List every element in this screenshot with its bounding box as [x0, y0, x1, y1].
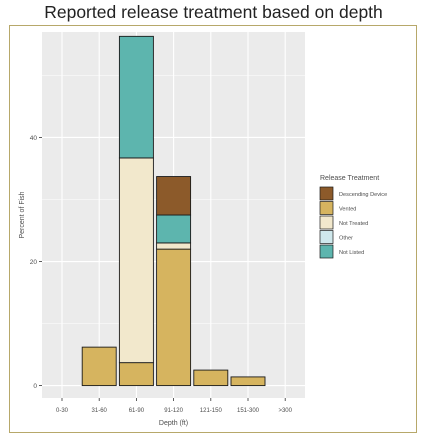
legend-swatch-other [319, 230, 334, 244]
y-tick-label: 20 [30, 259, 38, 266]
bar-segment-vented [193, 369, 229, 387]
x-axis-label: Depth (ft) [159, 420, 188, 427]
x-tick-label: 31-60 [92, 408, 108, 414]
bar-segment-vented [156, 248, 192, 387]
bar-segment-descending-device [156, 176, 192, 216]
bars [81, 35, 266, 387]
x-axis: 0-30 31-60 61-90 91-120 121-150 151-300 >300 [56, 398, 293, 414]
y-axis: 0 20 40 [30, 135, 42, 390]
legend-label: Other [339, 236, 353, 242]
x-tick-label: 91-120 [164, 408, 183, 414]
bar-segment-vented [230, 376, 266, 387]
legend-title: Release Treatment [320, 175, 379, 182]
bar-segment-vented [81, 346, 117, 387]
x-tick-label: 0-30 [56, 408, 69, 414]
legend-label: Not Listed [339, 250, 364, 256]
legend-swatch-descending-device [319, 186, 334, 201]
bar-segment-vented [118, 362, 154, 387]
y-axis-label: Percent of Fish [19, 191, 26, 238]
legend-label: Vented [339, 207, 356, 213]
y-tick-label: 40 [30, 135, 38, 142]
bar-segment-not-listed [118, 35, 154, 159]
legend-swatch-not-listed [319, 244, 334, 259]
legend-label: Descending Device [339, 192, 387, 198]
x-tick-label: >300 [278, 408, 292, 414]
x-tick-label: 121-150 [200, 408, 223, 414]
y-tick-label: 0 [33, 383, 37, 390]
chart-title: Reported release treatment based on dept… [44, 2, 383, 22]
x-tick-label: 61-90 [129, 408, 145, 414]
legend: Release Treatment Descending Device Vente… [319, 175, 387, 259]
bar-segment-not-treated [156, 242, 192, 250]
legend-swatch-vented [319, 201, 334, 215]
legend-label: Not Treated [339, 221, 368, 227]
bar-segment-not-treated [118, 157, 154, 364]
x-tick-label: 151-300 [237, 408, 260, 414]
bar-segment-not-listed [156, 214, 192, 244]
legend-swatch-not-treated [319, 215, 334, 230]
